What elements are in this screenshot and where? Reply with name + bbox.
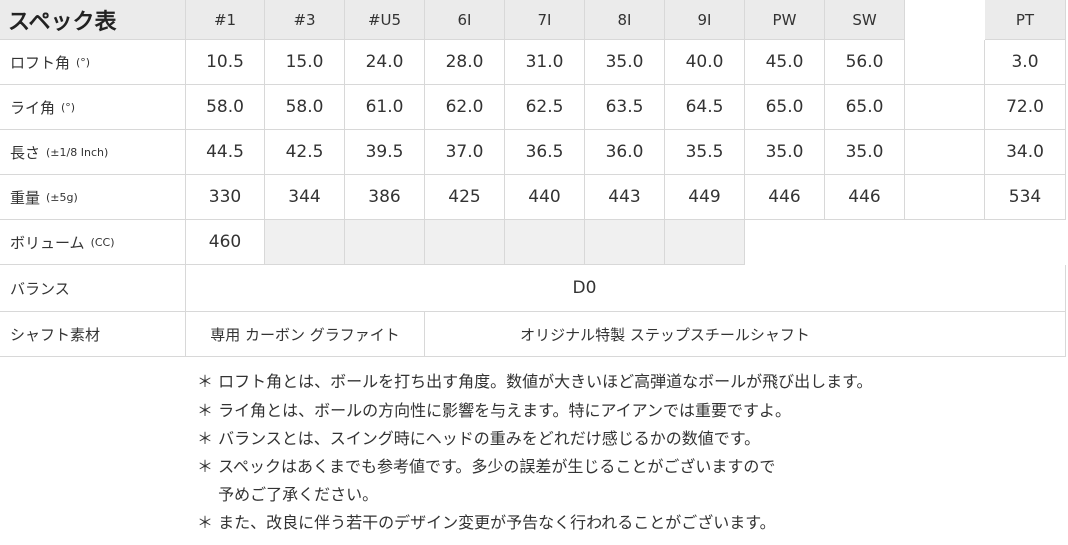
table-cell: 62.5 [505, 85, 585, 130]
empty-cell [905, 130, 985, 175]
note-line: ＊ ロフト角とは、ボールを打ち出す角度。数値が大きいほど高弾道なボールが飛び出し… [197, 372, 873, 391]
table-cell: 460 [186, 220, 265, 265]
row-unit: (°) [61, 100, 76, 114]
table-cell: 10.5 [186, 40, 265, 85]
balance-value: D0 [186, 265, 1066, 312]
table-cell: 56.0 [825, 40, 905, 85]
table-cell: 34.0 [985, 130, 1066, 175]
empty-cell [425, 220, 505, 265]
note-line: 予めご了承ください。 [197, 485, 379, 504]
table-cell: 36.5 [505, 130, 585, 175]
row-header: ボリューム (CC) [0, 220, 186, 265]
table-cell: 35.0 [745, 130, 825, 175]
table-cell: 58.0 [265, 85, 345, 130]
row-label: バランス [10, 279, 70, 298]
table-cell: 344 [265, 175, 345, 220]
table-cell: 44.5 [186, 130, 265, 175]
row-unit: (°) [76, 55, 91, 69]
row-label: ライ角 [10, 98, 56, 117]
note-line: ＊ ライ角とは、ボールの方向性に影響を与えます。特にアイアンでは重要ですよ。 [197, 401, 792, 420]
table-cell: 72.0 [985, 85, 1066, 130]
empty-cell [265, 220, 345, 265]
note-line: ＊ また、改良に伴う若干のデザイン変更が予告なく行われることがございます。 [197, 513, 776, 532]
table-cell: 534 [985, 175, 1066, 220]
shaft-others: オリジナル特製 ステップスチールシャフト [425, 312, 1066, 357]
table-cell: 63.5 [585, 85, 665, 130]
table-cell: 64.5 [665, 85, 745, 130]
empty-cell [585, 220, 665, 265]
table-title: スペック表 [0, 0, 186, 40]
table-cell: 36.0 [585, 130, 665, 175]
row-header: 長さ (±1/8 Inch) [0, 130, 186, 175]
column-header: PW [745, 0, 825, 40]
column-header: 6I [425, 0, 505, 40]
note-line: ＊ スペックはあくまでも参考値です。多少の誤差が生じることがございますので [197, 457, 776, 476]
shaft-driver: 専用 カーボン グラファイト [186, 312, 425, 357]
empty-cell [905, 40, 985, 85]
note-line: ＊ バランスとは、スイング時にヘッドの重みをどれだけ感じるかの数値です。 [197, 429, 761, 448]
row-label: ロフト角 [10, 53, 71, 72]
balance-text: D0 [572, 278, 597, 298]
column-header: #1 [186, 0, 265, 40]
row-header: 重量 (±5g) [0, 175, 186, 220]
table-cell: 449 [665, 175, 745, 220]
shaft-others-text: オリジナル特製 ステップスチールシャフト [520, 325, 810, 344]
row-header: ロフト角 (°) [0, 40, 186, 85]
row-unit: (±5g) [46, 190, 78, 204]
column-header: SW [825, 0, 905, 40]
table-cell: 65.0 [825, 85, 905, 130]
table-cell: 28.0 [425, 40, 505, 85]
row-unit: (CC) [90, 235, 115, 249]
table-cell: 15.0 [265, 40, 345, 85]
row-unit: (±1/8 Inch) [46, 145, 109, 159]
column-header: PT [985, 0, 1066, 40]
empty-cell [665, 220, 745, 265]
row-label: シャフト素材 [10, 325, 101, 344]
row-label: ボリューム [10, 233, 85, 252]
column-header: #3 [265, 0, 345, 40]
table-cell: 58.0 [186, 85, 265, 130]
table-cell: 35.5 [665, 130, 745, 175]
table-cell: 425 [425, 175, 505, 220]
column-header: 8I [585, 0, 665, 40]
table-cell: 39.5 [345, 130, 425, 175]
table-cell: 31.0 [505, 40, 585, 85]
column-header: 9I [665, 0, 745, 40]
table-cell: 24.0 [345, 40, 425, 85]
table-cell: 35.0 [825, 130, 905, 175]
table-cell: 35.0 [585, 40, 665, 85]
row-header: バランス [0, 265, 186, 312]
table-cell: 446 [825, 175, 905, 220]
table-cell: 386 [345, 175, 425, 220]
column-header: #U5 [345, 0, 425, 40]
table-cell: 61.0 [345, 85, 425, 130]
table-cell: 330 [186, 175, 265, 220]
table-cell: 40.0 [665, 40, 745, 85]
table-cell: 446 [745, 175, 825, 220]
table-cell: 440 [505, 175, 585, 220]
table-cell: 42.5 [265, 130, 345, 175]
empty-cell [345, 220, 425, 265]
column-header: 7I [505, 0, 585, 40]
row-header: ライ角 (°) [0, 85, 186, 130]
empty-cell [905, 175, 985, 220]
row-header: シャフト素材 [0, 312, 186, 357]
table-cell: 45.0 [745, 40, 825, 85]
row-label: 重量 [10, 188, 41, 207]
table-cell: 443 [585, 175, 665, 220]
table-cell: 3.0 [985, 40, 1066, 85]
row-label: 長さ [10, 143, 41, 162]
table-cell: 62.0 [425, 85, 505, 130]
table-cell: 37.0 [425, 130, 505, 175]
table-cell: 65.0 [745, 85, 825, 130]
empty-cell [505, 220, 585, 265]
empty-cell [905, 85, 985, 130]
